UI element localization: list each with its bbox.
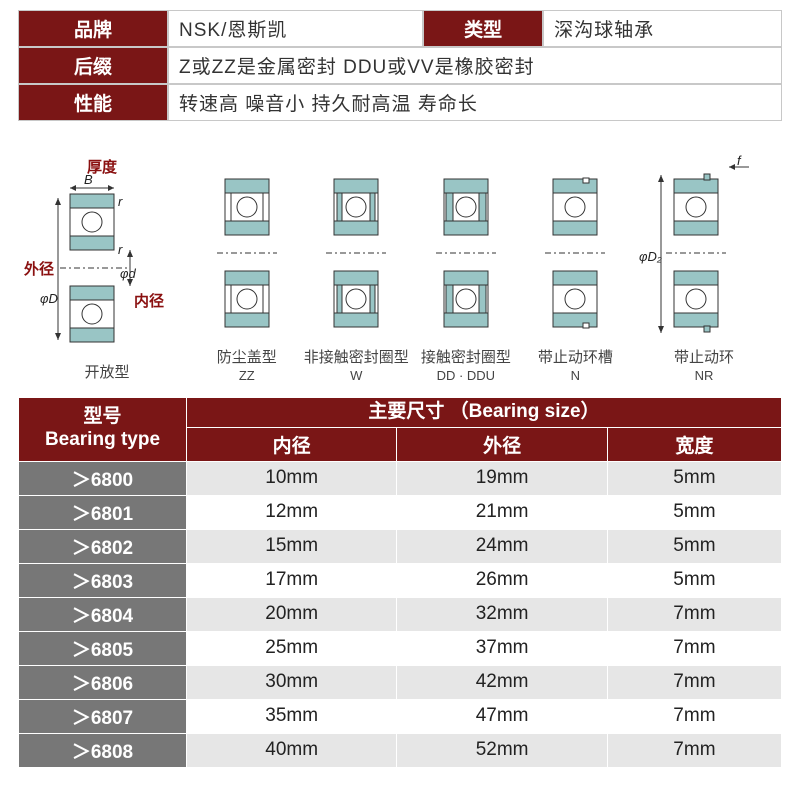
- table-row: ＞680010mm19mm5mm: [19, 462, 781, 495]
- size-value-cell: 25mm: [187, 632, 396, 665]
- diagram-zz: 防尘盖型 ZZ: [192, 143, 302, 383]
- product-info-table: 品牌 NSK/恩斯凯 类型 深沟球轴承 后缀 Z或ZZ是金属密封 DDU或VV是…: [18, 10, 782, 121]
- bearing-type-cell: ＞6800: [19, 462, 186, 495]
- size-value-cell: 17mm: [187, 564, 396, 597]
- svg-text:内径: 内径: [134, 292, 164, 310]
- svg-text:φD₂: φD₂: [639, 249, 662, 264]
- size-value-cell: 5mm: [608, 496, 781, 529]
- info-perf-label: 性能: [18, 84, 168, 121]
- svg-text:外径: 外径: [23, 260, 54, 278]
- table-row: ＞680420mm32mm7mm: [19, 598, 781, 631]
- diagram-dd-caption: 接触密封圈型: [411, 349, 521, 368]
- size-value-cell: 5mm: [608, 564, 781, 597]
- svg-text:f: f: [737, 153, 742, 168]
- table-row: ＞680735mm47mm7mm: [19, 700, 781, 733]
- svg-text:r: r: [118, 242, 123, 257]
- size-header-type: 型号 Bearing type: [19, 398, 186, 461]
- table-row: ＞680525mm37mm7mm: [19, 632, 781, 665]
- size-col-width: 宽度: [608, 428, 781, 461]
- diagram-w-caption: 非接触密封圈型: [302, 349, 412, 368]
- table-row: ＞680112mm21mm5mm: [19, 496, 781, 529]
- size-value-cell: 7mm: [608, 632, 781, 665]
- size-value-cell: 10mm: [187, 462, 396, 495]
- size-value-cell: 40mm: [187, 734, 396, 767]
- bearing-nr-icon: f φD₂: [639, 143, 769, 343]
- diagram-w-sub: W: [302, 368, 412, 383]
- diagram-open: 厚度 B r r 外径 φD: [22, 158, 192, 383]
- diagram-n-sub: N: [521, 368, 631, 383]
- bearing-zz-icon: [212, 143, 282, 343]
- bearing-type-cell: ＞6804: [19, 598, 186, 631]
- info-perf-value: 转速高 噪音小 持久耐高温 寿命长: [168, 84, 782, 121]
- info-suffix-value: Z或ZZ是金属密封 DDU或VV是橡胶密封: [168, 47, 782, 84]
- size-value-cell: 15mm: [187, 530, 396, 563]
- diagram-n: 带止动环槽 N: [521, 143, 631, 383]
- size-value-cell: 20mm: [187, 598, 396, 631]
- size-col-outer: 外径: [397, 428, 606, 461]
- bearing-type-cell: ＞6803: [19, 564, 186, 597]
- diagram-dd: 接触密封圈型 DD · DDU: [411, 143, 521, 383]
- diagram-zz-sub: ZZ: [192, 368, 302, 383]
- bearing-type-cell: ＞6801: [19, 496, 186, 529]
- size-value-cell: 32mm: [397, 598, 606, 631]
- size-value-cell: 21mm: [397, 496, 606, 529]
- bearing-size-table: 型号 Bearing type 主要尺寸 （Bearing size） 内径 外…: [18, 397, 782, 768]
- diagram-open-caption: 开放型: [22, 364, 192, 383]
- size-value-cell: 26mm: [397, 564, 606, 597]
- size-value-cell: 7mm: [608, 598, 781, 631]
- size-value-cell: 35mm: [187, 700, 396, 733]
- size-value-cell: 24mm: [397, 530, 606, 563]
- size-value-cell: 47mm: [397, 700, 606, 733]
- diagram-nr: f φD₂ 带止动环 NR: [630, 143, 778, 383]
- bearing-dd-icon: [431, 143, 501, 343]
- size-value-cell: 7mm: [608, 734, 781, 767]
- table-row: ＞680317mm26mm5mm: [19, 564, 781, 597]
- diagram-dd-sub: DD · DDU: [411, 368, 521, 383]
- info-type-label: 类型: [423, 10, 543, 47]
- bearing-type-cell: ＞6807: [19, 700, 186, 733]
- bearing-diagram-row: 厚度 B r r 外径 φD: [22, 143, 778, 383]
- diagram-w: 非接触密封圈型 W: [302, 143, 412, 383]
- size-value-cell: 7mm: [608, 666, 781, 699]
- bearing-n-icon: [540, 143, 610, 343]
- size-value-cell: 52mm: [397, 734, 606, 767]
- size-value-cell: 12mm: [187, 496, 396, 529]
- diagram-zz-caption: 防尘盖型: [192, 349, 302, 368]
- table-row: ＞680630mm42mm7mm: [19, 666, 781, 699]
- table-row: ＞680840mm52mm7mm: [19, 734, 781, 767]
- svg-text:φd: φd: [120, 266, 136, 281]
- bearing-w-icon: [321, 143, 391, 343]
- info-brand-label: 品牌: [18, 10, 168, 47]
- svg-text:φD: φD: [40, 291, 58, 306]
- bearing-type-cell: ＞6808: [19, 734, 186, 767]
- bearing-open-icon: 厚度 B r r 外径 φD: [22, 158, 192, 358]
- bearing-type-cell: ＞6805: [19, 632, 186, 665]
- info-brand-value: NSK/恩斯凯: [168, 10, 423, 47]
- info-type-value: 深沟球轴承: [543, 10, 782, 47]
- info-suffix-label: 后缀: [18, 47, 168, 84]
- size-value-cell: 5mm: [608, 530, 781, 563]
- svg-text:B: B: [84, 172, 93, 187]
- svg-text:r: r: [118, 194, 123, 209]
- table-row: ＞680215mm24mm5mm: [19, 530, 781, 563]
- size-value-cell: 7mm: [608, 700, 781, 733]
- bearing-type-cell: ＞6802: [19, 530, 186, 563]
- size-value-cell: 42mm: [397, 666, 606, 699]
- size-value-cell: 19mm: [397, 462, 606, 495]
- size-header-main: 主要尺寸 （Bearing size）: [187, 398, 781, 427]
- diagram-nr-caption: 带止动环: [630, 349, 778, 368]
- size-col-inner: 内径: [187, 428, 396, 461]
- diagram-n-caption: 带止动环槽: [521, 349, 631, 368]
- bearing-type-cell: ＞6806: [19, 666, 186, 699]
- size-value-cell: 30mm: [187, 666, 396, 699]
- diagram-nr-sub: NR: [630, 368, 778, 383]
- size-value-cell: 5mm: [608, 462, 781, 495]
- size-value-cell: 37mm: [397, 632, 606, 665]
